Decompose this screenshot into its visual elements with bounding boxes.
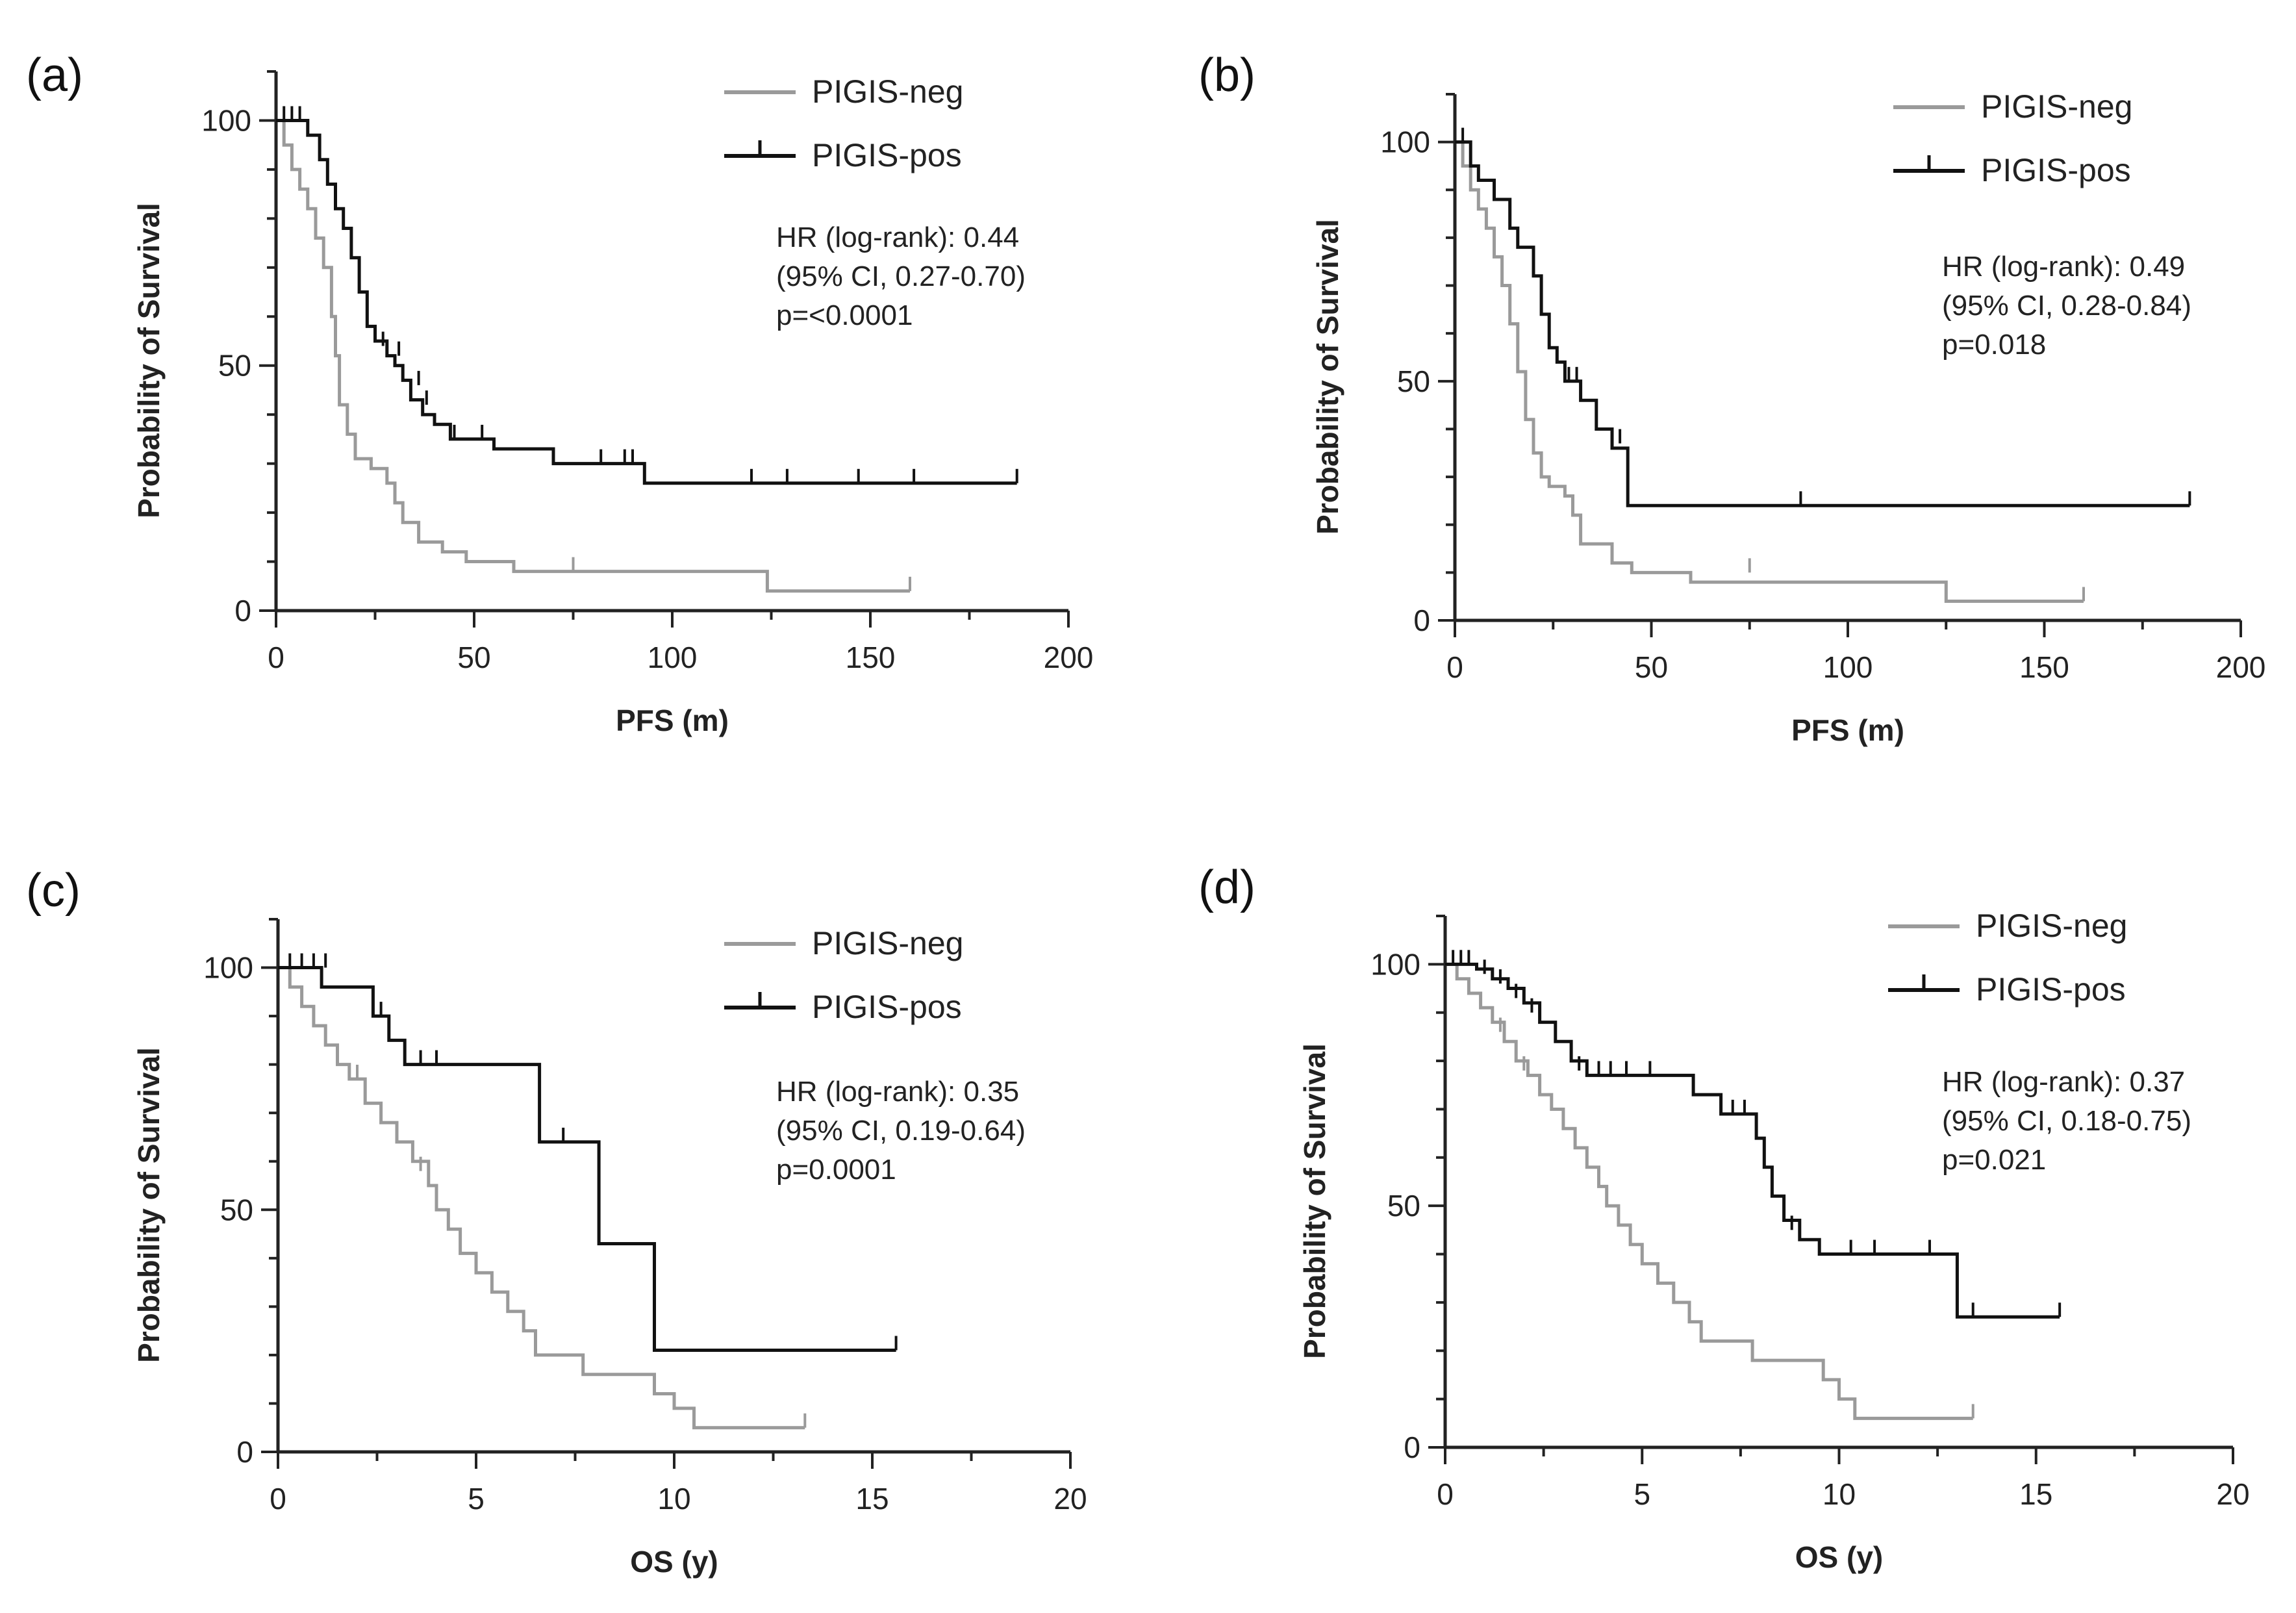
y-tick-label: 100 (201, 103, 251, 137)
y-tick-label: 50 (1387, 1189, 1420, 1223)
x-axis-label: PFS (m) (616, 704, 729, 737)
y-tick-label: 100 (203, 951, 253, 985)
legend-label: PIGIS-pos (812, 137, 962, 173)
x-tick-label: 0 (270, 1482, 286, 1516)
x-tick-label: 150 (2019, 650, 2069, 684)
stat-annotation: HR (log-rank): 0.35 (776, 1076, 1019, 1108)
chart-panel-2: (b) 0 50 100 0 50 100 150 200 PFS (m) Probability … (1198, 49, 2265, 747)
x-tick-label: 50 (457, 641, 490, 674)
x-axis-label: PFS (m) (1791, 713, 1904, 747)
y-tick-label: 50 (1397, 364, 1430, 398)
panel-label: (c) (26, 865, 81, 917)
x-axis-label: OS (y) (630, 1545, 718, 1579)
x-tick-label: 200 (2216, 650, 2266, 684)
x-tick-label: 15 (2019, 1477, 2052, 1511)
survival-curve-pigis-pos (1445, 962, 2060, 1319)
y-axis-label: Probability of Survival (1298, 1043, 1331, 1359)
survival-curve-pigis-pos (276, 119, 1017, 485)
panel-label: (d) (1198, 861, 1255, 913)
x-tick-label: 5 (1634, 1477, 1650, 1511)
survival-curve-pigis-neg (1455, 140, 2084, 603)
survival-curve-pigis-neg (276, 119, 910, 593)
x-tick-label: 50 (1635, 650, 1668, 684)
stat-annotation: (95% CI, 0.19-0.64) (776, 1115, 1026, 1147)
stat-annotation: (95% CI, 0.18-0.75) (1942, 1105, 2191, 1137)
chart-panel-4: (d) 0 50 100 0 5 10 15 20 OS (y) Probability of Su… (1198, 861, 2250, 1574)
chart-panel-3: (c) 0 50 100 0 5 10 15 20 OS (y) Probability of Su… (26, 865, 1087, 1579)
x-tick-label: 200 (1044, 641, 1094, 674)
stat-annotation: (95% CI, 0.28-0.84) (1942, 290, 2191, 322)
legend-label: PIGIS-pos (1976, 971, 2126, 1008)
stat-annotation: HR (log-rank): 0.44 (776, 222, 1019, 253)
y-tick-label: 50 (220, 1193, 253, 1226)
chart-panel-1: (a) 0 50 100 0 50 100 150 200 PFS (m) Probability … (26, 49, 1093, 737)
legend-label: PIGIS-neg (1981, 88, 2132, 125)
x-tick-label: 20 (2216, 1477, 2249, 1511)
y-axis-label: Probability of Survival (132, 203, 166, 518)
y-tick-label: 100 (1380, 125, 1430, 159)
survival-curve-pigis-pos (278, 966, 896, 1352)
survival-curve-pigis-neg (1445, 962, 1973, 1420)
x-tick-label: 100 (648, 641, 698, 674)
y-tick-label: 0 (236, 1435, 253, 1469)
stat-annotation: HR (log-rank): 0.37 (1942, 1066, 2185, 1098)
y-tick-label: 0 (234, 594, 251, 628)
x-tick-label: 20 (1053, 1482, 1087, 1516)
legend-label: PIGIS-pos (1981, 152, 2131, 188)
survival-curve-pigis-pos (1455, 140, 2190, 507)
x-axis-label: OS (y) (1795, 1540, 1883, 1574)
y-axis-label: Probability of Survival (1311, 219, 1344, 535)
stat-annotation: p=0.021 (1942, 1144, 2046, 1176)
x-tick-label: 0 (268, 641, 284, 674)
panel-label: (a) (26, 49, 83, 101)
legend-label: PIGIS-neg (1976, 908, 2127, 944)
x-tick-label: 0 (1446, 650, 1463, 684)
stat-annotation: HR (log-rank): 0.49 (1942, 251, 2185, 283)
stat-annotation: (95% CI, 0.27-0.70) (776, 260, 1026, 292)
y-axis-label: Probability of Survival (132, 1047, 166, 1363)
legend-label: PIGIS-neg (812, 73, 963, 110)
x-tick-label: 150 (846, 641, 896, 674)
y-tick-label: 50 (218, 349, 251, 383)
survival-curve-pigis-neg (278, 966, 805, 1430)
x-tick-label: 100 (1823, 650, 1873, 684)
x-tick-label: 10 (1823, 1477, 1856, 1511)
y-tick-label: 0 (1413, 603, 1430, 637)
stat-annotation: p=<0.0001 (776, 299, 913, 331)
legend-label: PIGIS-neg (812, 925, 963, 961)
y-tick-label: 0 (1404, 1430, 1420, 1464)
stat-annotation: p=0.0001 (776, 1154, 896, 1186)
x-tick-label: 10 (657, 1482, 690, 1516)
stat-annotation: p=0.018 (1942, 329, 2046, 361)
panel-label: (b) (1198, 49, 1255, 101)
y-tick-label: 100 (1370, 947, 1420, 981)
x-tick-label: 0 (1437, 1477, 1454, 1511)
x-tick-label: 15 (855, 1482, 889, 1516)
x-tick-label: 5 (468, 1482, 485, 1516)
legend-label: PIGIS-pos (812, 989, 962, 1025)
